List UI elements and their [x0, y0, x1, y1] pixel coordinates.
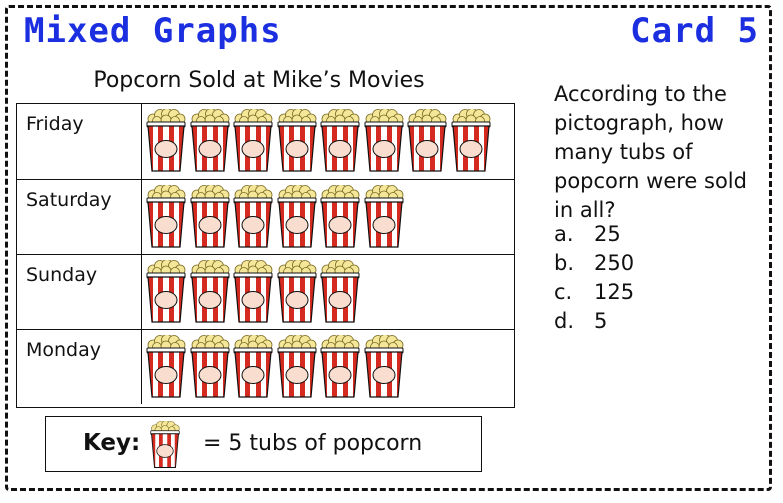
option-letter: c. [554, 280, 573, 304]
option-value: 250 [594, 251, 635, 275]
popcorn-tub-icon [146, 260, 186, 324]
popcorn-tub-icon [364, 109, 404, 173]
key-text: = 5 tubs of popcorn [203, 431, 423, 456]
popcorn-tub-icon [277, 335, 317, 399]
pictograph-table: Friday Saturday Sunday Monday [16, 103, 515, 408]
popcorn-tub-icon [146, 335, 186, 399]
pictograph-row-sunday: Sunday [17, 254, 514, 329]
popcorn-tub-icon [364, 185, 404, 249]
popcorn-tub-icon [233, 335, 273, 399]
popcorn-tub-icon [150, 421, 180, 469]
popcorn-tub-icon [190, 335, 230, 399]
chart-title: Popcorn Sold at Mike’s Movies [93, 68, 425, 93]
popcorn-tub-icon [364, 335, 404, 399]
popcorn-tub-icon [190, 109, 230, 173]
popcorn-tub-icon [233, 109, 273, 173]
row-label: Sunday [17, 255, 142, 329]
answer-option[interactable]: a. 25 [554, 222, 621, 246]
row-label: Friday [17, 104, 142, 179]
card-set-title: Mixed Graphs [24, 11, 282, 51]
popcorn-tub-icon [233, 185, 273, 249]
row-label: Monday [17, 330, 142, 404]
popcorn-tub-icon [190, 260, 230, 324]
popcorn-tub-icon [320, 185, 360, 249]
option-letter: d. [554, 309, 575, 333]
popcorn-tub-icon [320, 335, 360, 399]
card-number: Card 5 [630, 11, 759, 51]
question-text: According to the pictograph, how many tu… [554, 82, 747, 222]
popcorn-tub-icon [277, 260, 317, 324]
option-letter: a. [554, 222, 574, 246]
popcorn-tub-icon [233, 260, 273, 324]
pictograph-row-monday: Monday [17, 329, 514, 404]
pictograph-row-saturday: Saturday [17, 179, 514, 254]
answer-option[interactable]: c. 125 [554, 280, 634, 304]
popcorn-tub-icon [320, 260, 360, 324]
option-value: 125 [594, 280, 635, 304]
task-card [5, 5, 772, 491]
popcorn-tub-icon [451, 109, 491, 173]
answer-option[interactable]: d. 5 [554, 309, 607, 333]
pictograph-row-friday: Friday [17, 104, 514, 179]
row-label: Saturday [17, 180, 142, 254]
popcorn-tub-icon [277, 185, 317, 249]
option-value: 25 [594, 222, 621, 246]
popcorn-tub-icon [146, 185, 186, 249]
option-letter: b. [554, 251, 575, 275]
answer-option[interactable]: b. 250 [554, 251, 634, 275]
popcorn-tub-icon [146, 109, 186, 173]
key-label: Key: [83, 430, 141, 456]
option-value: 5 [594, 309, 608, 333]
pictograph-key: Key: = 5 tubs of popcorn [45, 416, 482, 472]
popcorn-tub-icon [407, 109, 447, 173]
popcorn-tub-icon [190, 185, 230, 249]
popcorn-tub-icon [277, 109, 317, 173]
popcorn-tub-icon [320, 109, 360, 173]
